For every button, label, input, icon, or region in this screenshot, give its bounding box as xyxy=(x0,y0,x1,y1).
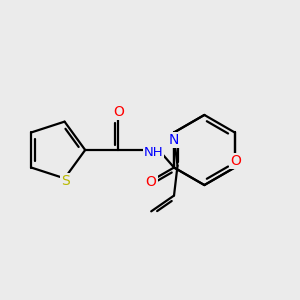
Text: O: O xyxy=(230,154,241,168)
Text: O: O xyxy=(146,176,156,189)
Text: NH: NH xyxy=(144,146,164,159)
Text: N: N xyxy=(169,133,179,147)
Text: S: S xyxy=(61,174,70,188)
Text: O: O xyxy=(113,105,124,119)
